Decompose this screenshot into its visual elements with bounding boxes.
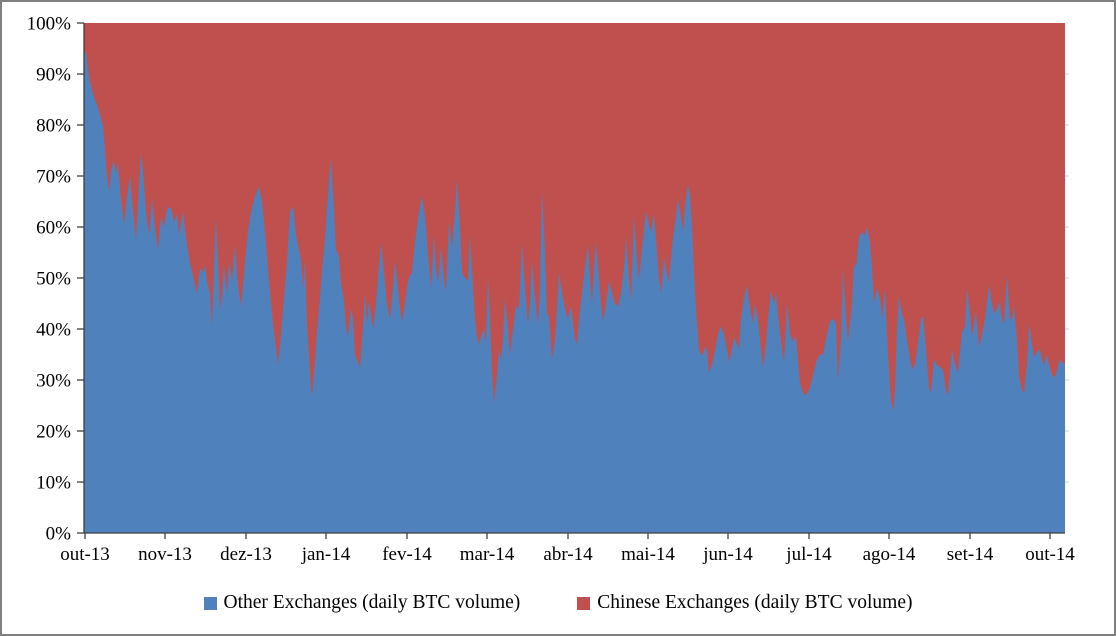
y-axis-tick-label-20: 20% <box>36 422 71 443</box>
x-axis-tick-label-nov-13: nov-13 <box>138 544 192 565</box>
y-axis-tick-label-40: 40% <box>36 320 71 341</box>
x-axis-tick-label-abr-14: abr-14 <box>543 544 593 565</box>
x-axis-tick-label-jul-14: jul-14 <box>785 544 832 565</box>
y-axis-tick-label-10: 10% <box>36 473 71 494</box>
legend-item-other-exchanges: Other Exchanges (daily BTC volume) <box>203 592 521 614</box>
x-axis-tick-label-set-14: set-14 <box>947 544 994 565</box>
legend-item-chinese-exchanges: Chinese Exchanges (daily BTC volume) <box>577 592 912 614</box>
x-axis-tick-label-out-14: out-14 <box>1025 544 1075 565</box>
legend-swatch-chinese-icon <box>577 596 591 610</box>
y-axis-tick-label-30: 30% <box>36 371 71 392</box>
x-axis-tick-label-jun-14: jun-14 <box>702 544 753 565</box>
y-axis-tick-label-90: 90% <box>36 65 71 86</box>
legend-swatch-other-icon <box>203 596 217 610</box>
x-axis-tick-label-out-13: out-13 <box>60 544 110 565</box>
y-axis-tick-label-50: 50% <box>36 269 71 290</box>
y-axis-tick-label-70: 70% <box>36 167 71 188</box>
y-axis-tick-label-0: 0% <box>46 524 72 545</box>
x-axis-tick-label-jan-14: jan-14 <box>301 544 351 565</box>
x-axis-tick-label-dez-13: dez-13 <box>220 544 272 565</box>
y-axis-tick-label-80: 80% <box>36 116 71 137</box>
other-exchanges-area <box>84 51 1065 533</box>
x-axis-tick-label-mar-14: mar-14 <box>460 544 515 565</box>
x-axis-tick-label-ago-14: ago-14 <box>863 544 916 565</box>
legend-label-other: Other Exchanges (daily BTC volume) <box>223 592 521 613</box>
y-axis-tick-label-100: 100% <box>27 14 72 35</box>
x-axis-tick-label-mai-14: mai-14 <box>621 544 675 565</box>
y-axis-tick-label-60: 60% <box>36 218 71 239</box>
x-axis-tick-label-fev-14: fev-14 <box>382 544 432 565</box>
chart-legend: Other Exchanges (daily BTC volume) Chine… <box>0 592 1116 614</box>
legend-label-chinese: Chinese Exchanges (daily BTC volume) <box>597 592 913 613</box>
